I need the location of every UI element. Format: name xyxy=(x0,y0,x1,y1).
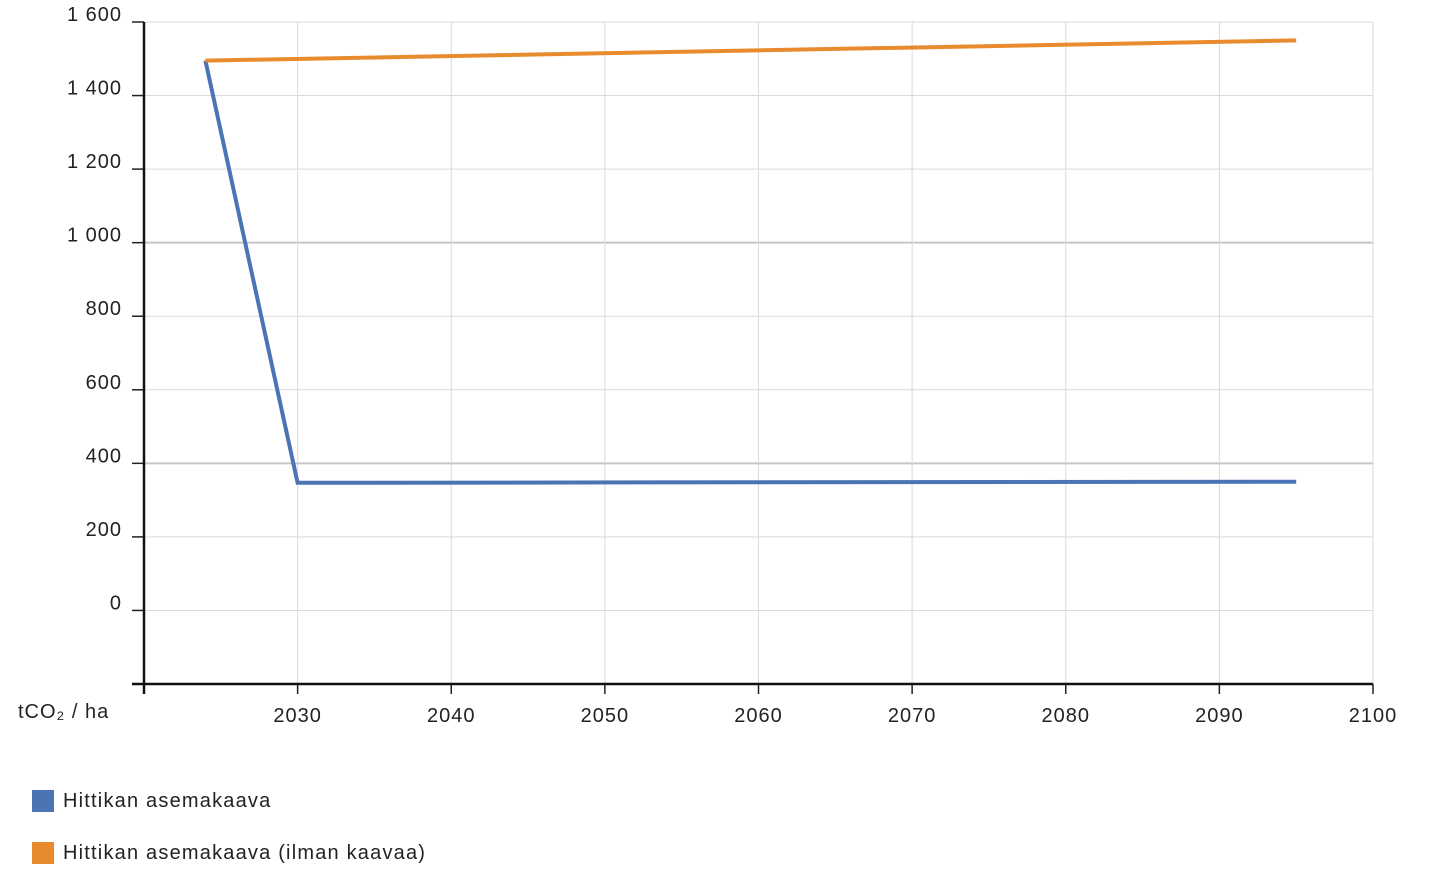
legend-swatch-2 xyxy=(32,842,54,864)
x-tick-label: 2040 xyxy=(427,705,476,727)
legend-label-1: Hittikan asemakaava xyxy=(63,789,272,812)
y-tick-label: 1 200 xyxy=(67,151,122,173)
legend: Hittikan asemakaava Hittikan asemakaava … xyxy=(32,786,426,890)
grid-lines xyxy=(144,21,1374,684)
y-tick-label: 600 xyxy=(86,372,122,394)
series-line-1 xyxy=(203,60,1297,485)
x-tick-label: 2060 xyxy=(734,705,783,727)
y-tick-label: 1 000 xyxy=(67,225,122,247)
x-tick-label: 2070 xyxy=(888,705,937,727)
x-tick-label: 2080 xyxy=(1042,705,1091,727)
line-chart: 0 200 400 600 800 1 000 1 200 1 400 1 600 2030 204… xyxy=(18,4,1398,727)
tick-labels: 0 200 400 600 800 1 000 1 200 1 400 1 600 2030 204… xyxy=(67,4,1398,727)
y-tick-label: 200 xyxy=(86,519,122,541)
y-tick-label: 400 xyxy=(86,445,122,467)
series-line-2 xyxy=(205,38,1297,63)
x-tick-label: 2050 xyxy=(581,705,630,727)
y-tick-label: 1 400 xyxy=(67,78,122,100)
x-tick-label: 2030 xyxy=(273,705,322,727)
axes xyxy=(132,21,1374,694)
y-unit-label: tCO₂ / ha xyxy=(18,701,109,723)
y-tick-label: 1 600 xyxy=(67,4,122,26)
x-tick-label: 2090 xyxy=(1195,705,1244,727)
x-tick-label: 2100 xyxy=(1349,705,1398,727)
legend-item-2[interactable]: Hittikan asemakaava (ilman kaavaa) xyxy=(32,838,426,868)
series-lines xyxy=(203,38,1297,485)
y-tick-label: 800 xyxy=(86,298,122,320)
legend-swatch-1 xyxy=(32,790,54,812)
legend-item-1[interactable]: Hittikan asemakaava xyxy=(32,786,426,816)
legend-label-2: Hittikan asemakaava (ilman kaavaa) xyxy=(63,841,427,864)
y-tick-label: 0 xyxy=(110,592,122,614)
